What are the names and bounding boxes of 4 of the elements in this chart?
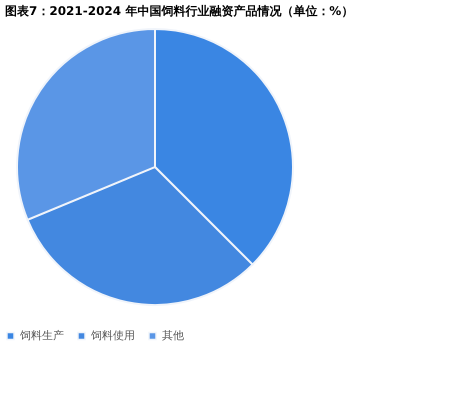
legend-label: 饲料生产 xyxy=(19,328,64,342)
chart-title: 图表7：2021-2024 年中国饲料行业融资产品情况（单位：%） xyxy=(5,4,354,18)
legend-label: 其他 xyxy=(162,328,184,342)
legend-label: 饲料使用 xyxy=(90,328,135,342)
